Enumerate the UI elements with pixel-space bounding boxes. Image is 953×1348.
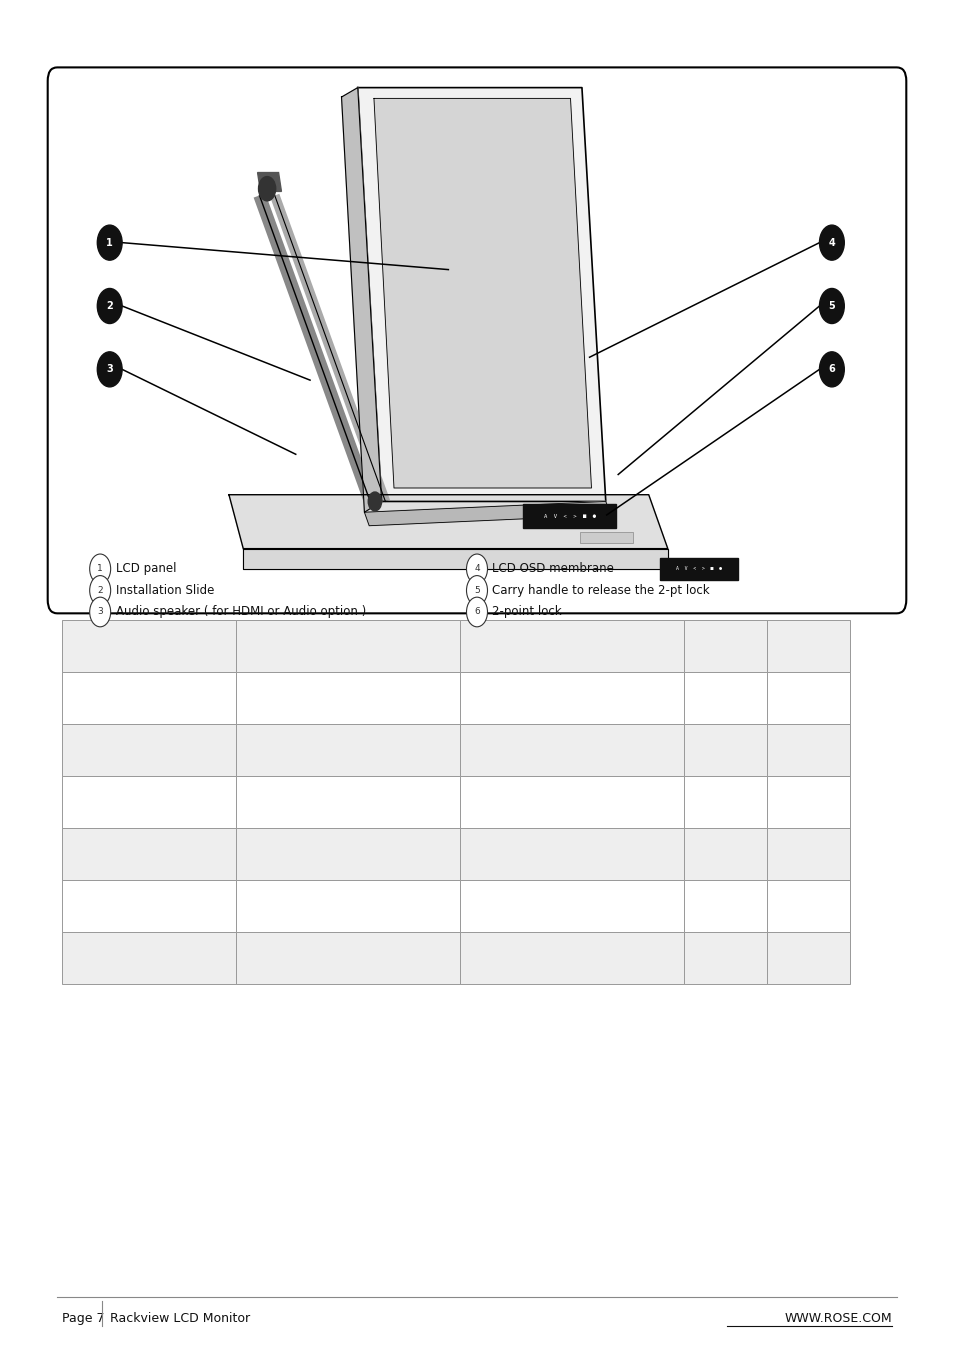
Bar	[62, 724, 236, 776]
Bar	[659, 558, 738, 580]
Bar	[766, 724, 850, 776]
Bar	[683, 931, 766, 984]
Text: 1: 1	[106, 237, 113, 248]
Bar	[683, 880, 766, 931]
Text: Carry handle to release the 2-pt lock: Carry handle to release the 2-pt lock	[492, 584, 709, 597]
Bar	[683, 673, 766, 724]
Text: Audio speaker ( for HDMI or Audio option ): Audio speaker ( for HDMI or Audio option…	[116, 605, 366, 619]
Text: Page 7: Page 7	[62, 1312, 105, 1325]
Text: 5: 5	[474, 586, 479, 594]
Bar	[236, 673, 460, 724]
Bar	[766, 880, 850, 931]
Bar	[683, 724, 766, 776]
Circle shape	[466, 554, 487, 584]
Bar	[683, 828, 766, 880]
Bar	[766, 828, 850, 880]
Circle shape	[90, 554, 111, 584]
Bar	[236, 620, 460, 673]
Text: LCD OSD membrane: LCD OSD membrane	[492, 562, 614, 576]
Circle shape	[90, 576, 111, 605]
Circle shape	[90, 597, 111, 627]
Bar	[62, 620, 236, 673]
Text: Installation Slide: Installation Slide	[116, 584, 214, 597]
Circle shape	[368, 492, 381, 511]
Circle shape	[97, 288, 122, 324]
Bar	[460, 828, 683, 880]
Text: 3: 3	[97, 608, 103, 616]
Bar	[766, 673, 850, 724]
Bar	[766, 776, 850, 828]
Bar	[522, 504, 616, 528]
Bar	[236, 931, 460, 984]
Text: 2-point lock: 2-point lock	[492, 605, 561, 619]
Text: 1: 1	[97, 565, 103, 573]
Text: 2: 2	[97, 586, 103, 594]
Text: 6: 6	[474, 608, 479, 616]
Polygon shape	[243, 549, 667, 569]
Bar	[62, 673, 236, 724]
Polygon shape	[374, 98, 591, 488]
Polygon shape	[257, 173, 281, 191]
Bar	[460, 931, 683, 984]
Text: 4: 4	[827, 237, 835, 248]
Bar	[236, 724, 460, 776]
Bar	[62, 828, 236, 880]
Bar	[683, 776, 766, 828]
Circle shape	[258, 177, 275, 201]
Text: 6: 6	[827, 364, 835, 375]
Bar	[236, 880, 460, 931]
Text: A  V  <  >  ■  ●: A V < > ■ ●	[543, 514, 595, 519]
Text: Rackview LCD Monitor: Rackview LCD Monitor	[110, 1312, 250, 1325]
Polygon shape	[229, 495, 667, 549]
Bar	[460, 724, 683, 776]
Circle shape	[466, 576, 487, 605]
Text: LCD panel: LCD panel	[116, 562, 176, 576]
Bar	[579, 532, 632, 543]
Bar	[62, 931, 236, 984]
Text: WWW.ROSE.COM: WWW.ROSE.COM	[783, 1312, 891, 1325]
Bar	[460, 673, 683, 724]
Polygon shape	[364, 501, 610, 526]
Text: 3: 3	[106, 364, 113, 375]
Circle shape	[819, 225, 843, 260]
Bar	[460, 776, 683, 828]
Bar	[236, 828, 460, 880]
Circle shape	[466, 597, 487, 627]
Circle shape	[819, 352, 843, 387]
Bar	[62, 776, 236, 828]
Text: 2: 2	[106, 301, 113, 311]
Circle shape	[819, 288, 843, 324]
Text: 4: 4	[474, 565, 479, 573]
Bar	[62, 880, 236, 931]
Bar	[766, 620, 850, 673]
Text: 5: 5	[827, 301, 835, 311]
Polygon shape	[357, 88, 605, 501]
Bar	[460, 880, 683, 931]
Polygon shape	[341, 88, 381, 512]
FancyBboxPatch shape	[48, 67, 905, 613]
Bar	[460, 620, 683, 673]
Circle shape	[97, 225, 122, 260]
Bar	[683, 620, 766, 673]
Circle shape	[97, 352, 122, 387]
Bar	[766, 931, 850, 984]
Text: A  V  <  >  ■  ●: A V < > ■ ●	[676, 566, 721, 572]
Bar	[236, 776, 460, 828]
